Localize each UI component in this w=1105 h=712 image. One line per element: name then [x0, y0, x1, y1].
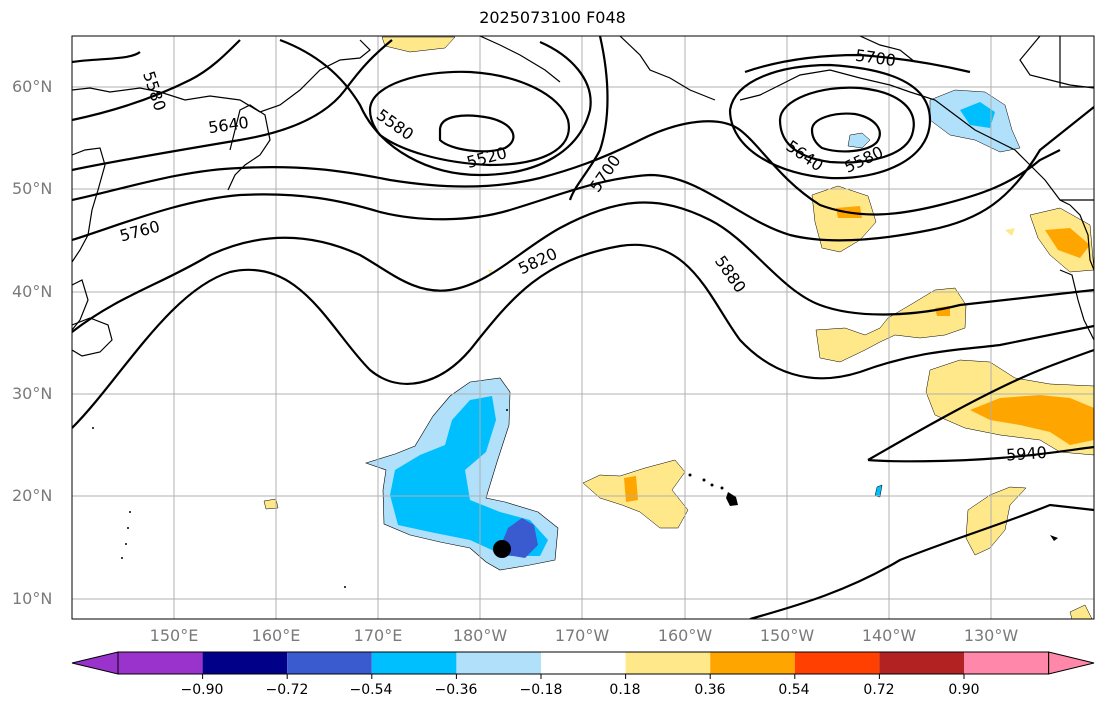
- contour-label: 5880: [711, 252, 750, 296]
- colorbar-tick-label: −0.54: [349, 682, 393, 698]
- contour-label: 5640: [783, 136, 827, 175]
- colorbar-tick-label: 0.54: [778, 682, 810, 698]
- contour-label: 5640: [207, 113, 250, 137]
- lon-label: 130°W: [963, 626, 1019, 645]
- map-gridlines: [72, 36, 1094, 619]
- lon-label: 170°W: [554, 626, 610, 645]
- colorbar-tick-label: −0.18: [519, 682, 563, 698]
- islands: [92, 409, 1058, 588]
- colorbar-tick-label: 0.18: [609, 682, 641, 698]
- colorbar-tick-label: −0.72: [265, 682, 309, 698]
- contour-label: 5520: [465, 143, 509, 172]
- lon-label: 150°W: [759, 626, 815, 645]
- colorbar: [71, 651, 1095, 679]
- lat-label: 50°N: [12, 179, 53, 198]
- lat-label: 40°N: [12, 282, 53, 301]
- lat-label: 60°N: [12, 77, 53, 96]
- contour-label: 5700: [854, 46, 897, 70]
- colorbar-tick-label: −0.36: [434, 682, 478, 698]
- lat-label: 10°N: [12, 589, 53, 608]
- coastlines: [72, 36, 1094, 357]
- lon-label: 140°W: [861, 626, 917, 645]
- height-contours: [72, 36, 1094, 619]
- lon-label: 170°E: [353, 626, 403, 645]
- negative-anomaly-core: [390, 396, 548, 556]
- contour-label: 5820: [515, 244, 560, 278]
- contour-label: 5580: [139, 69, 170, 114]
- contour-label: 5580: [373, 105, 417, 144]
- contour-label: 5940: [1005, 443, 1047, 465]
- colorbar-tick-label: −0.90: [180, 682, 224, 698]
- lon-label: 160°E: [251, 626, 301, 645]
- lon-label: 150°E: [149, 626, 199, 645]
- negative-anomaly-max: [503, 518, 538, 558]
- storm-center-marker: [493, 540, 511, 558]
- map-title: 2025073100 F048: [479, 8, 626, 27]
- shaded-anomaly-layer: [263, 36, 1094, 619]
- map-frame: [71, 35, 1095, 620]
- lat-label: 30°N: [12, 384, 53, 403]
- colorbar-tick-label: 0.36: [694, 682, 726, 698]
- contour-label: 5760: [118, 217, 162, 246]
- lon-label: 160°W: [657, 626, 713, 645]
- colorbar-tick-label: 0.90: [948, 682, 980, 698]
- lat-label: 20°N: [12, 486, 53, 505]
- lon-label: 180°W: [452, 626, 508, 645]
- colorbar-tick-label: 0.72: [863, 682, 895, 698]
